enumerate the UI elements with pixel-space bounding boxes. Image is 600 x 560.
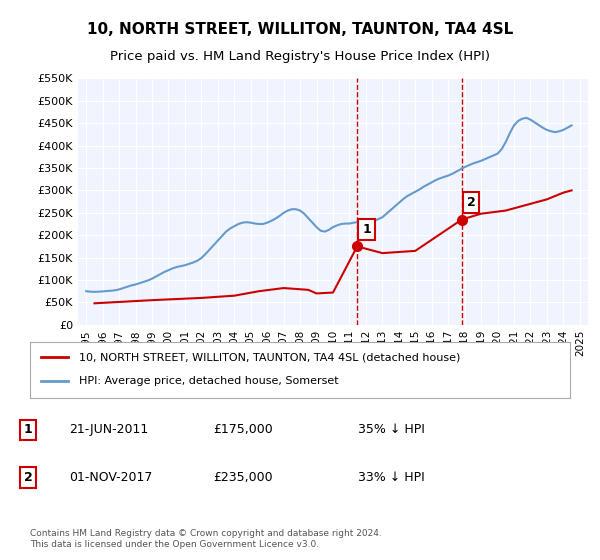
Text: 2: 2 — [467, 196, 476, 209]
Text: 2: 2 — [23, 471, 32, 484]
Text: Price paid vs. HM Land Registry's House Price Index (HPI): Price paid vs. HM Land Registry's House … — [110, 50, 490, 63]
Text: HPI: Average price, detached house, Somerset: HPI: Average price, detached house, Some… — [79, 376, 338, 386]
Text: 01-NOV-2017: 01-NOV-2017 — [70, 471, 153, 484]
Text: 10, NORTH STREET, WILLITON, TAUNTON, TA4 4SL: 10, NORTH STREET, WILLITON, TAUNTON, TA4… — [87, 22, 513, 38]
Text: Contains HM Land Registry data © Crown copyright and database right 2024.
This d: Contains HM Land Registry data © Crown c… — [30, 529, 382, 549]
Text: 33% ↓ HPI: 33% ↓ HPI — [358, 471, 424, 484]
Text: £235,000: £235,000 — [214, 471, 273, 484]
Text: 1: 1 — [23, 423, 32, 436]
Text: 10, NORTH STREET, WILLITON, TAUNTON, TA4 4SL (detached house): 10, NORTH STREET, WILLITON, TAUNTON, TA4… — [79, 352, 460, 362]
Text: 1: 1 — [362, 223, 371, 236]
Text: 21-JUN-2011: 21-JUN-2011 — [70, 423, 149, 436]
Text: £175,000: £175,000 — [214, 423, 274, 436]
Text: 35% ↓ HPI: 35% ↓ HPI — [358, 423, 424, 436]
